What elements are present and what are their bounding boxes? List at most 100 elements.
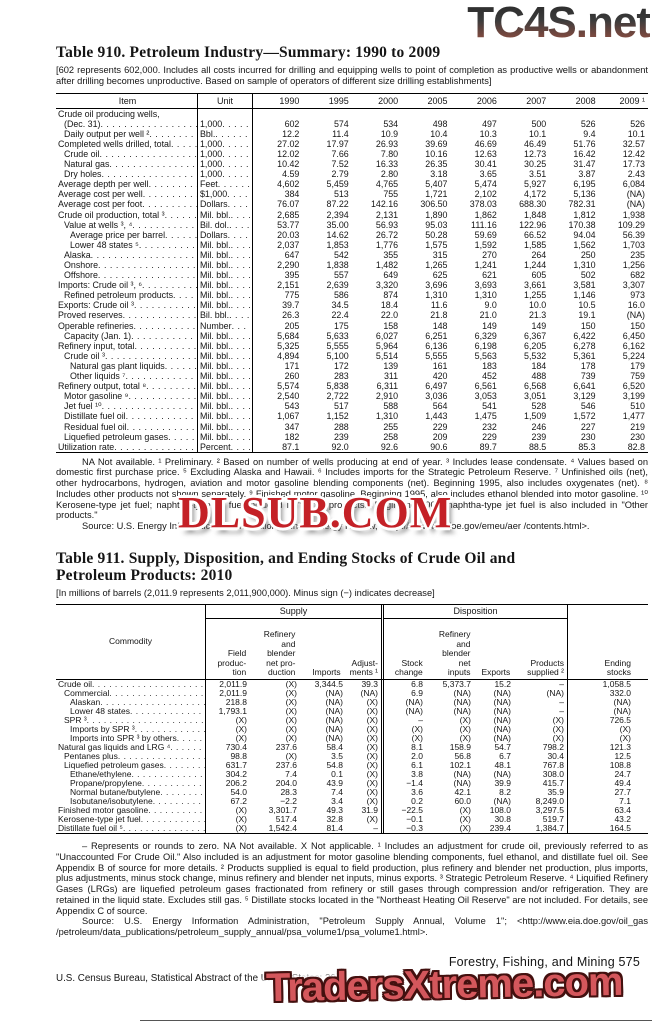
row-label: (Dec. 31) <box>56 118 198 129</box>
cell: 1,509 <box>524 411 547 422</box>
cell: (X) <box>411 723 423 734</box>
cell: 239 <box>333 431 349 442</box>
cell: 111.16 <box>471 219 497 230</box>
cell: 497 <box>482 118 497 129</box>
cell: 56.39 <box>622 229 645 240</box>
cell: 10.1 <box>528 128 547 139</box>
cell: 415.7 <box>514 778 568 789</box>
row-label: Completed wells drilled, total <box>56 138 198 149</box>
row-label: Crude oil <box>56 679 206 689</box>
table-row: Dry holes1,000 4.59 2.79 2.80 3.18 3.65 3.51 3.… <box>56 169 648 180</box>
cell: 4.59 <box>282 169 300 180</box>
table-row: Isobutane/isobutylene 67.2 −2.2 3.4(X) 0.2 60… <box>56 796 648 807</box>
cell: 1,721 <box>425 189 448 200</box>
table-row: Natural gas liquids and LRG ⁴ 730.4 237.6 5… <box>56 741 648 752</box>
cell: 264 <box>531 249 547 260</box>
cell: 21.0 <box>479 310 497 321</box>
cell: 1,562 <box>573 239 596 250</box>
cell: 158 <box>383 320 399 331</box>
table-row: Liquefied petroleum gases 631.7 237.6 54.8(… <box>56 759 648 770</box>
cell: 19.1 <box>578 310 596 321</box>
cell: 142.16 <box>370 199 399 210</box>
cell: 2,151 <box>277 280 300 291</box>
col-imports: Imports <box>312 667 341 678</box>
unit-cell: Mil. bbl. <box>198 421 253 432</box>
table910-header-item: Item <box>56 93 198 108</box>
cell: 5,532 <box>524 350 547 361</box>
table911-body: Crude oil2,011.9(X)3,344.539.36.85,373.7… <box>56 678 648 835</box>
cell: 98.8 <box>230 750 247 761</box>
cell: (X) <box>346 778 384 789</box>
cell: 31.47 <box>573 159 596 170</box>
cell: 5,927 <box>524 179 547 190</box>
table910-header-year: 2009 ¹ <box>619 95 645 106</box>
table910-title: Table 910. Petroleum Industry—Summary: 1… <box>56 44 441 61</box>
cell: 50.28 <box>425 229 448 240</box>
cell: 498 <box>432 118 448 129</box>
cell: 1,853 <box>326 239 349 250</box>
table-row: Crude oil production, total ³Mil. bbl. 2,… <box>56 209 648 220</box>
table-row: Crude oil1,000 12.02 7.66 7.80 10.16 12.63 12.… <box>56 148 648 160</box>
dot-leader <box>139 240 197 250</box>
cell: 39.9 <box>494 778 511 789</box>
unit-cell: Mil. bbl. <box>198 260 253 271</box>
cell: 150 <box>630 320 645 331</box>
col-refinery-net-production: Refinery and blender net pro- duction <box>263 629 296 678</box>
dot-leader <box>153 797 205 806</box>
cell: 6,195 <box>573 179 596 190</box>
cell: 3,320 <box>375 280 399 291</box>
row-label: Pentanes plus <box>56 751 206 761</box>
dot-leader <box>100 149 197 159</box>
cell: (NA) <box>325 714 343 725</box>
dot-leader <box>231 422 250 432</box>
dot-leader <box>231 361 250 371</box>
row-label: Commercial <box>56 688 206 698</box>
cell: 5,459 <box>326 179 349 190</box>
cell: 6,520 <box>622 381 645 392</box>
table-row: Imports by SPR ³(X)(X)(NA)(X)(X)(X)(NA)(… <box>56 723 648 734</box>
cell: 5,224 <box>622 350 645 361</box>
row-label: Natural gas liquids and LRG ⁴ <box>56 742 206 752</box>
cell: 31.9 <box>346 806 384 816</box>
cell: 108.8 <box>609 759 631 770</box>
cell: 1,703 <box>622 239 645 250</box>
cell: 16.42 <box>573 148 596 159</box>
unit-cell: Mil. bbl. <box>198 270 253 281</box>
cell: 58.4 <box>326 741 343 752</box>
cell: 973 <box>630 290 645 301</box>
dot-leader <box>231 381 250 391</box>
dot-leader <box>131 770 205 779</box>
cell: 108.0 <box>489 805 511 816</box>
cell: 54.0 <box>230 787 247 798</box>
row-label: Operable refineries <box>56 320 198 331</box>
cell: 0.1 <box>331 768 343 779</box>
cell: 26.3 <box>282 310 300 321</box>
cell: 395 <box>284 270 300 281</box>
cell <box>302 109 351 119</box>
table-row: Average price per barrelDollars 20.03 14.6… <box>56 229 648 240</box>
cell: 6.1 <box>411 759 423 770</box>
cell: (NA) <box>493 796 511 807</box>
cell: 85.3 <box>578 441 596 452</box>
cell: 15.2 <box>494 678 511 689</box>
table-row: Refinery input, totalMil. bbl. 5,325 5,555… <box>56 340 648 351</box>
unit-cell: Mil. bbl. <box>198 431 253 442</box>
cell: 3,581 <box>573 280 596 291</box>
cell: 798.2 <box>514 742 568 752</box>
cell: 10.42 <box>277 159 300 170</box>
cell: 378.03 <box>469 199 497 210</box>
cell: 150 <box>580 320 596 331</box>
table-row: Natural gas1,000 10.42 7.52 16.33 26.35 30.41… <box>56 159 648 170</box>
unit-cell: Mil. bbl. <box>198 239 253 250</box>
cell: 67.2 <box>230 796 247 807</box>
cell: 39.7 <box>282 300 300 311</box>
cell: 3,307 <box>622 280 645 291</box>
unit-cell: Bil. dol. <box>198 219 253 230</box>
unit-cell: Mil. bbl. <box>198 350 253 361</box>
table-row: Average cost per footDollars 76.07 87.22 14… <box>56 199 648 210</box>
cell: 1,241 <box>474 260 497 270</box>
cell: 6,641 <box>573 381 596 392</box>
cell: 625 <box>432 270 448 281</box>
cell: 16.0 <box>627 300 645 311</box>
cell: 2.79 <box>331 169 349 180</box>
